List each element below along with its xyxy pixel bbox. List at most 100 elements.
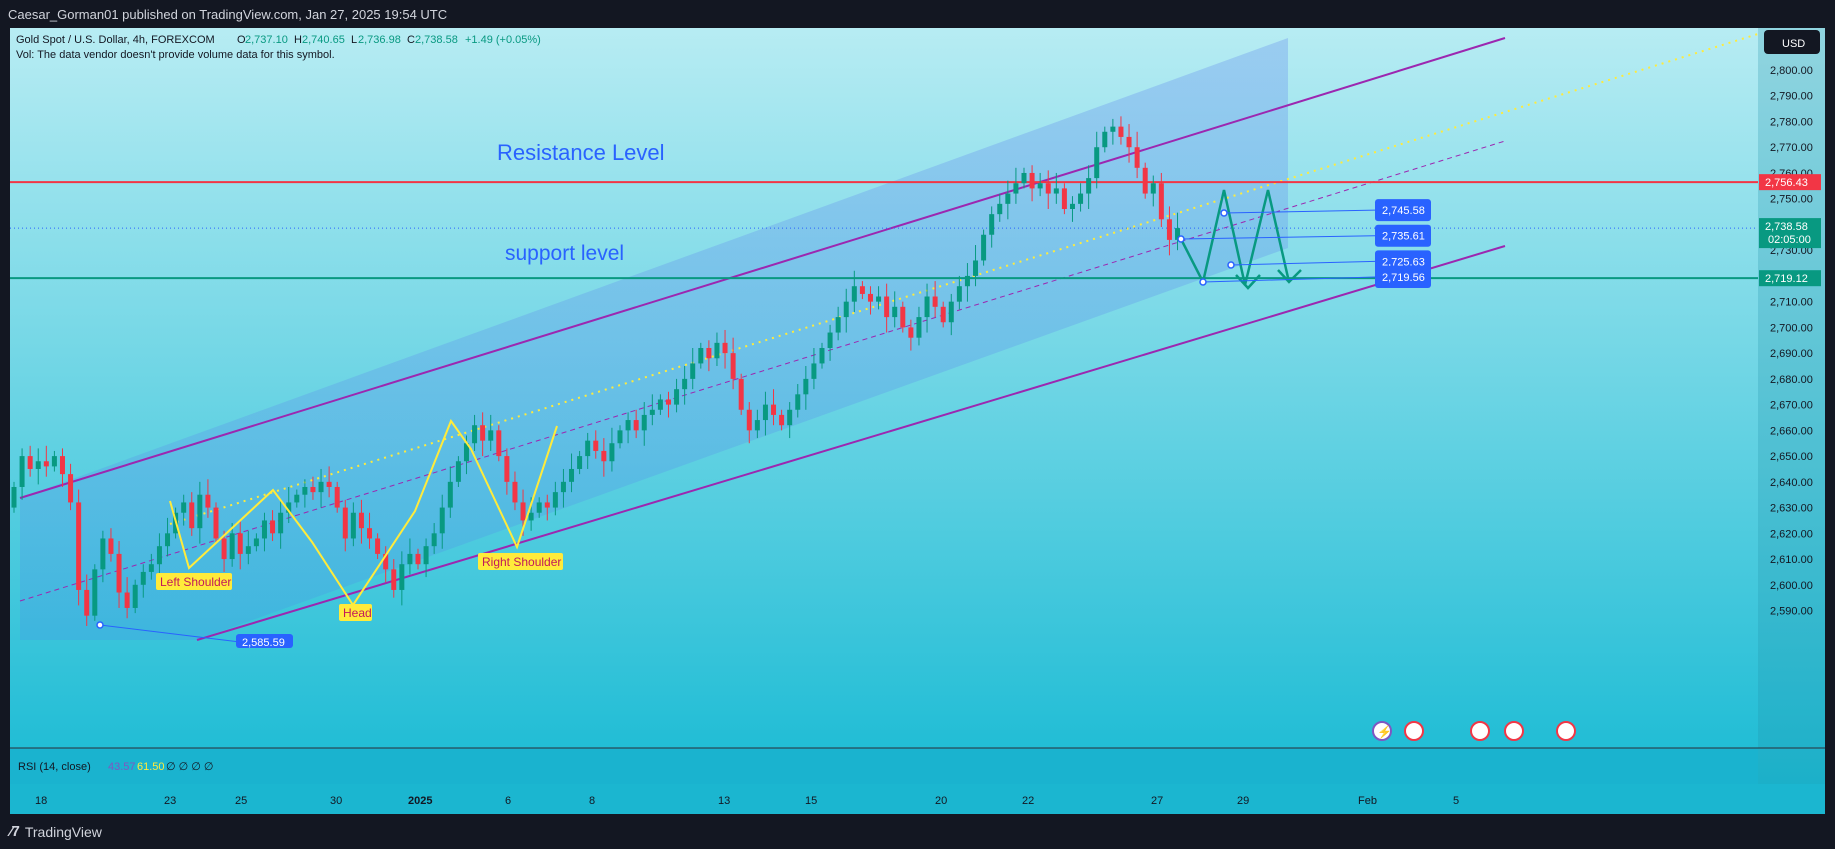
- candle[interactable]: [552, 481, 558, 516]
- price-chart[interactable]: Left Shoulder Head Right Shoulder Resistanc…: [10, 28, 1825, 814]
- candle[interactable]: [261, 512, 267, 552]
- candle[interactable]: [1029, 165, 1035, 202]
- candle[interactable]: [827, 324, 833, 361]
- candle[interactable]: [100, 530, 106, 583]
- candle[interactable]: [205, 479, 211, 518]
- candle[interactable]: [1134, 131, 1140, 179]
- candle[interactable]: [375, 533, 381, 560]
- candle[interactable]: [859, 281, 865, 300]
- candle[interactable]: [1045, 170, 1051, 209]
- candle[interactable]: [439, 494, 445, 549]
- projection-zigzag[interactable]: [1179, 189, 1291, 286]
- candle[interactable]: [698, 342, 704, 369]
- candle[interactable]: [213, 502, 219, 544]
- candle[interactable]: [512, 471, 518, 511]
- candle[interactable]: [754, 409, 760, 439]
- candle[interactable]: [924, 283, 930, 333]
- candle[interactable]: [1053, 172, 1059, 204]
- target-label-bg[interactable]: [1375, 266, 1431, 289]
- time-axis[interactable]: [10, 784, 1825, 814]
- candle[interactable]: [278, 499, 284, 549]
- candle[interactable]: [1086, 165, 1092, 209]
- head-shoulders-pattern[interactable]: [169, 418, 558, 607]
- candle[interactable]: [11, 481, 17, 513]
- chart-frame[interactable]: Left Shoulder Head Right Shoulder Resistanc…: [10, 28, 1825, 814]
- channel-upper-line[interactable]: [19, 37, 1506, 499]
- candle[interactable]: [1118, 116, 1124, 145]
- candle[interactable]: [415, 548, 421, 570]
- candle[interactable]: [116, 541, 122, 608]
- candle[interactable]: [892, 291, 898, 328]
- candle[interactable]: [148, 553, 154, 580]
- candle[interactable]: [876, 286, 882, 310]
- candle[interactable]: [560, 468, 566, 508]
- candle[interactable]: [1037, 172, 1043, 197]
- candle[interactable]: [771, 389, 777, 426]
- candle[interactable]: [1069, 196, 1075, 222]
- candle[interactable]: [286, 486, 292, 524]
- currency-button[interactable]: [1764, 30, 1820, 54]
- candle[interactable]: [674, 378, 680, 413]
- candle[interactable]: [27, 445, 33, 477]
- candle[interactable]: [334, 481, 340, 513]
- candle[interactable]: [641, 402, 647, 446]
- tradingview-logo[interactable]: ⁄7 TradingView: [10, 823, 102, 840]
- candle[interactable]: [447, 466, 453, 518]
- candle[interactable]: [657, 394, 663, 415]
- candle[interactable]: [496, 425, 502, 462]
- candle[interactable]: [140, 564, 146, 598]
- candle[interactable]: [302, 479, 308, 508]
- candle[interactable]: [762, 391, 768, 436]
- lightning-event-icon[interactable]: [1372, 721, 1392, 741]
- candle[interactable]: [1013, 167, 1019, 204]
- candle[interactable]: [795, 384, 801, 418]
- candle[interactable]: [682, 366, 688, 405]
- candle[interactable]: [900, 301, 906, 333]
- candle[interactable]: [472, 414, 478, 451]
- candle[interactable]: [536, 497, 542, 518]
- candle[interactable]: [835, 306, 841, 341]
- candle[interactable]: [577, 450, 583, 475]
- candle[interactable]: [746, 402, 752, 444]
- candle[interactable]: [358, 499, 364, 544]
- candle[interactable]: [964, 263, 970, 302]
- candle[interactable]: [633, 409, 639, 439]
- candle[interactable]: [124, 577, 130, 619]
- channel-lower-line[interactable]: [196, 245, 1506, 641]
- candle[interactable]: [843, 288, 849, 333]
- target-label-bg[interactable]: [1375, 224, 1431, 247]
- candle[interactable]: [455, 456, 461, 487]
- candle[interactable]: [851, 270, 857, 312]
- candle[interactable]: [19, 448, 25, 500]
- candle[interactable]: [544, 494, 550, 521]
- candle[interactable]: [867, 286, 873, 315]
- candle[interactable]: [399, 551, 405, 606]
- candle[interactable]: [625, 412, 631, 444]
- us-flag-event-icon[interactable]: [1556, 721, 1576, 741]
- candle[interactable]: [383, 546, 389, 583]
- candle[interactable]: [1150, 175, 1156, 207]
- candle[interactable]: [132, 579, 138, 614]
- candle[interactable]: [270, 510, 276, 542]
- candle[interactable]: [391, 559, 397, 598]
- candle[interactable]: [423, 538, 429, 578]
- candle[interactable]: [722, 329, 728, 369]
- candle[interactable]: [940, 301, 946, 328]
- us-flag-event-icon[interactable]: [1504, 721, 1524, 741]
- candle[interactable]: [884, 283, 890, 333]
- candle[interactable]: [1142, 162, 1148, 199]
- candle[interactable]: [229, 523, 235, 567]
- candle[interactable]: [593, 430, 599, 459]
- candle[interactable]: [165, 517, 171, 557]
- candle[interactable]: [956, 275, 962, 310]
- candle[interactable]: [76, 489, 82, 606]
- candle[interactable]: [973, 245, 979, 287]
- candle[interactable]: [245, 530, 251, 565]
- us-flag-event-icon[interactable]: [1404, 721, 1424, 741]
- candle[interactable]: [51, 450, 57, 472]
- candle[interactable]: [326, 466, 332, 498]
- candle[interactable]: [1078, 183, 1084, 212]
- candle[interactable]: [714, 332, 720, 367]
- candle[interactable]: [1094, 131, 1100, 189]
- candle[interactable]: [92, 564, 98, 621]
